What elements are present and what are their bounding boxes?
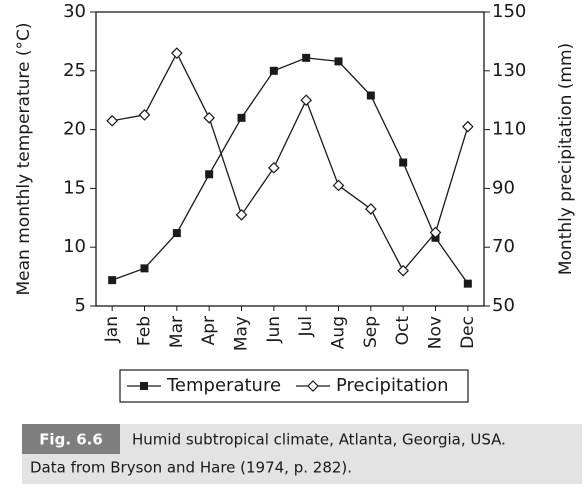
marker <box>138 109 151 121</box>
legend-label: Temperature <box>166 375 281 396</box>
caption-line: Humid subtropical climate, Atlanta, Geor… <box>132 431 506 449</box>
marker <box>429 226 442 239</box>
plot-frame <box>95 11 485 307</box>
x-tick-label: Nov <box>426 316 446 349</box>
y-tick-label: 20 <box>63 119 86 140</box>
y2-tick-label: 110 <box>492 119 526 140</box>
legend-box <box>119 369 469 403</box>
y-tick-label: 5 <box>75 295 86 316</box>
marker <box>399 158 408 167</box>
y2-tick-label: 50 <box>492 295 515 316</box>
figure-label-box <box>22 424 120 454</box>
x-tick-label: Mar <box>167 316 187 348</box>
figure-label: Fig. 6.6 <box>39 431 103 449</box>
marker <box>307 380 319 392</box>
y2-tick-label: 130 <box>492 60 526 81</box>
marker <box>269 66 278 75</box>
x-tick-label: Sep <box>361 316 381 348</box>
series-line <box>111 57 469 285</box>
x-tick-label: Feb <box>135 316 155 346</box>
x-tick-label: Dec <box>458 316 478 349</box>
marker <box>140 264 149 273</box>
marker <box>108 276 117 285</box>
legend-label: Precipitation <box>336 375 449 396</box>
x-tick-label: Apr <box>199 316 219 345</box>
marker <box>106 114 119 127</box>
y-tick-label: 25 <box>63 60 86 81</box>
y2-tick-label: 90 <box>492 177 515 198</box>
y-tick-label: 30 <box>63 1 86 22</box>
marker <box>461 120 474 133</box>
marker <box>140 382 148 390</box>
marker <box>366 91 375 100</box>
marker <box>364 203 377 215</box>
marker <box>302 53 311 62</box>
caption-line: Data from Bryson and Hare (1974, p. 282)… <box>30 459 352 477</box>
y-tick-label: 15 <box>63 177 86 198</box>
marker <box>397 264 410 277</box>
marker <box>170 47 183 60</box>
x-tick-label: Jul <box>296 316 316 338</box>
x-tick-label: Jun <box>264 316 284 344</box>
marker <box>237 113 246 122</box>
marker <box>267 161 280 174</box>
marker <box>203 111 216 124</box>
marker <box>172 229 181 238</box>
x-tick-label: Oct <box>393 316 413 346</box>
marker <box>332 179 345 192</box>
marker <box>334 57 343 66</box>
marker <box>235 209 248 221</box>
y-tick-label: 10 <box>63 236 86 257</box>
y2-axis-title: Monthly precipitation (mm) <box>556 43 576 275</box>
x-tick-label: Jan <box>102 316 122 343</box>
marker <box>205 170 214 179</box>
x-tick-label: Aug <box>329 316 349 349</box>
y-axis-title: Mean monthly temperature (°C) <box>14 23 34 296</box>
series-line <box>112 51 469 272</box>
x-tick-label: May <box>232 316 252 351</box>
marker <box>463 279 472 288</box>
y2-tick-label: 150 <box>492 1 526 22</box>
y2-tick-label: 70 <box>492 236 515 257</box>
marker <box>300 94 313 107</box>
